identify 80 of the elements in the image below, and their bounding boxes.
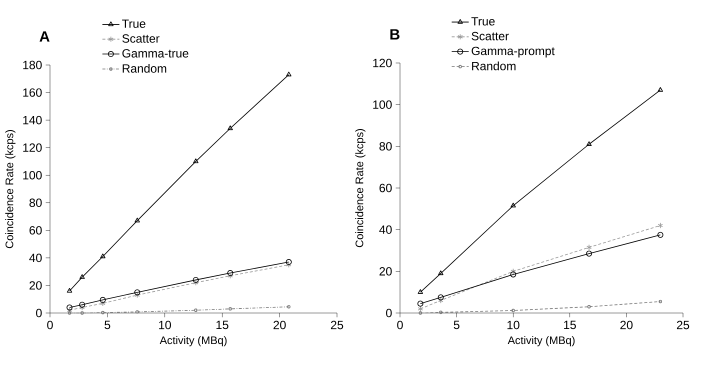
point — [510, 271, 516, 278]
point — [510, 268, 516, 274]
x-axis-title: Activity (MBq) — [160, 336, 227, 346]
point — [586, 244, 592, 250]
y-tick-label: 140 — [23, 116, 42, 124]
y-tick-label: 100 — [23, 170, 42, 180]
y-tick-label: 0 — [386, 308, 392, 318]
point — [658, 300, 662, 304]
y-axis-title: Coincidence Rate (kcps) — [5, 130, 16, 248]
legend-label: Scatter — [122, 34, 160, 43]
y-tick-label: 80 — [29, 198, 42, 207]
x-tick-label: 10 — [507, 320, 520, 330]
point — [193, 280, 198, 286]
y-tick-label: 100 — [373, 100, 392, 109]
x-tick-label: 15 — [564, 320, 576, 330]
point — [100, 296, 106, 303]
x-tick-label: 20 — [620, 320, 633, 330]
point — [286, 262, 292, 268]
point — [194, 308, 198, 312]
x-tick-label: 0 — [47, 320, 53, 330]
x-tick-label: 20 — [274, 320, 286, 330]
x-tick-label: 5 — [104, 320, 110, 330]
point — [586, 250, 592, 257]
point — [418, 311, 422, 315]
x-tick-label: 0 — [397, 320, 403, 330]
point — [228, 307, 232, 311]
point — [100, 254, 106, 258]
legend-label: Random — [472, 62, 516, 70]
y-tick-label: 40 — [379, 225, 392, 234]
y-tick-label: 160 — [23, 88, 42, 97]
x-tick-label: 25 — [676, 320, 690, 330]
legend-label: Random — [122, 64, 166, 73]
point — [101, 310, 105, 314]
y-tick-label: 120 — [23, 143, 42, 152]
point — [80, 304, 85, 310]
legend-label: Gamma-true — [122, 49, 188, 58]
y-tick-label: 80 — [379, 142, 392, 151]
y-tick-label: 0 — [36, 308, 42, 318]
y-tick-label: 20 — [30, 281, 42, 290]
point — [287, 305, 290, 308]
point — [438, 298, 444, 304]
point — [100, 300, 106, 306]
y-tick-label: 20 — [380, 267, 392, 276]
chart-title: A — [40, 31, 50, 42]
point — [512, 308, 515, 312]
y-tick-label: 60 — [380, 184, 392, 192]
legend-label: Scatter — [472, 32, 509, 40]
legend-label: True — [122, 20, 146, 28]
point — [79, 302, 86, 308]
point — [587, 305, 591, 308]
point — [438, 294, 444, 300]
point — [193, 158, 198, 164]
point — [136, 310, 139, 314]
point — [66, 307, 72, 314]
x-tick-label: 25 — [330, 320, 344, 330]
y-axis-title: Coincidence Rate (kcps) — [355, 129, 366, 248]
legend-label: Gamma-prompt — [472, 46, 555, 58]
point — [439, 310, 442, 314]
point — [658, 222, 664, 228]
y-tick-label: 60 — [30, 226, 42, 235]
y-tick-label: 40 — [29, 254, 42, 262]
point — [192, 276, 199, 283]
point — [227, 270, 234, 276]
point — [80, 274, 85, 279]
x-tick-label: 5 — [454, 320, 460, 330]
point — [228, 125, 233, 130]
x-tick-label: 10 — [159, 320, 171, 330]
point — [586, 141, 592, 146]
point — [68, 311, 72, 315]
point — [510, 202, 516, 208]
point — [80, 311, 84, 315]
y-tick-label: 120 — [373, 58, 392, 68]
x-tick-label: 15 — [216, 320, 228, 330]
x-axis-title: Activity (MBq) — [508, 336, 575, 346]
point — [438, 270, 444, 276]
legend-label: True — [471, 17, 495, 26]
point — [134, 218, 140, 222]
y-tick-label: 180 — [23, 60, 42, 70]
chart-title: B — [390, 29, 400, 40]
point — [134, 289, 140, 296]
